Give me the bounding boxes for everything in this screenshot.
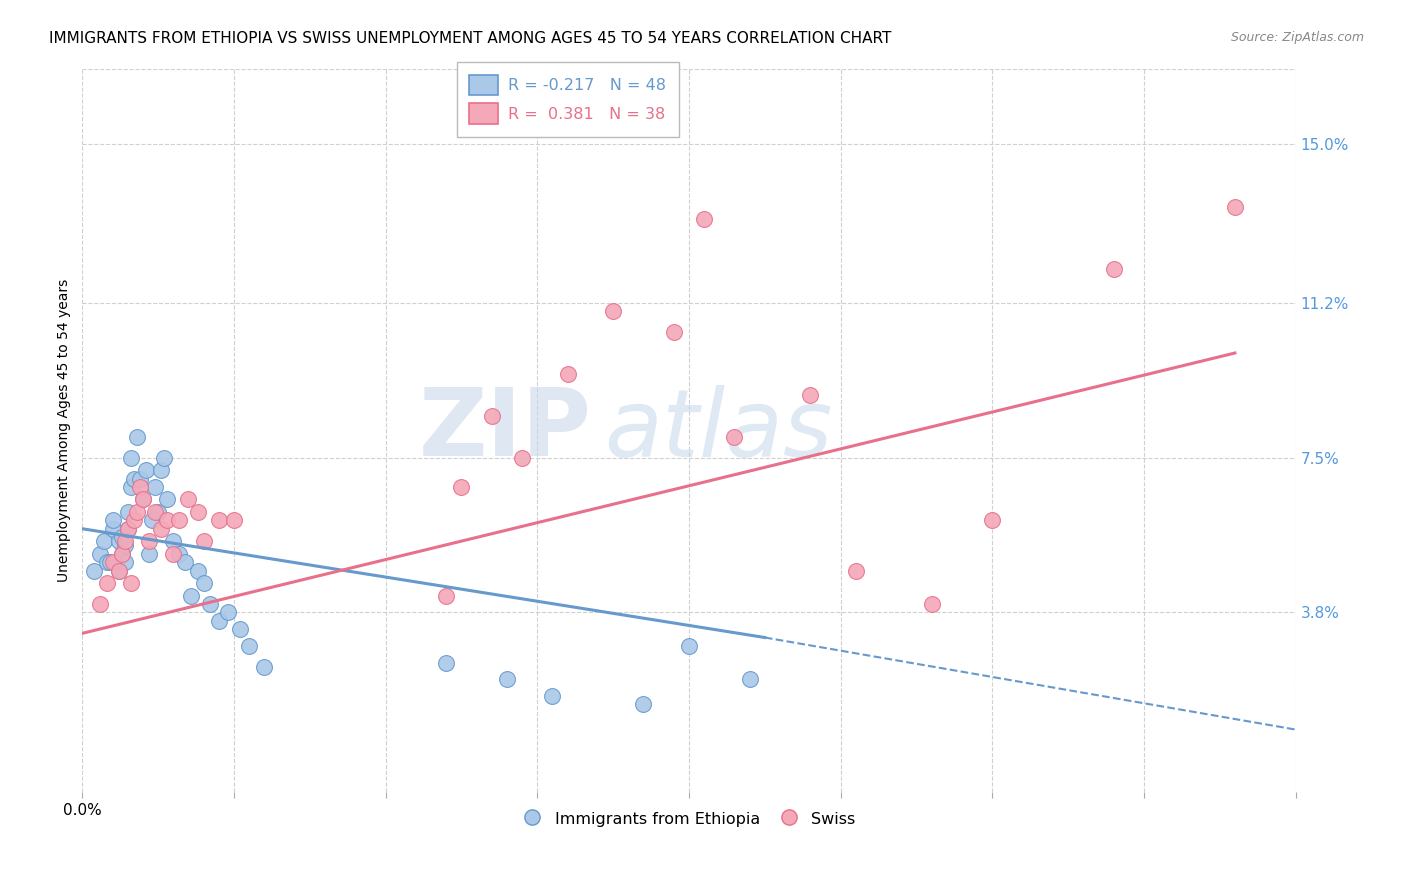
Point: [98, 555, 121, 569]
Point: [125, 430, 148, 444]
Point: [104, 555, 127, 569]
Point: [135, 463, 157, 477]
Text: ZIP: ZIP: [419, 384, 592, 476]
Point: [141, 513, 163, 527]
Point: [738, 673, 761, 687]
Point: [633, 698, 655, 712]
Point: [156, 513, 179, 527]
Point: [96, 576, 118, 591]
Point: [107, 534, 129, 549]
Text: Source: ZipAtlas.com: Source: ZipAtlas.com: [1230, 31, 1364, 45]
Point: [101, 513, 124, 527]
Point: [1102, 262, 1125, 277]
Point: [153, 450, 176, 465]
Point: [217, 606, 239, 620]
Point: [602, 304, 624, 318]
Point: [143, 505, 166, 519]
Point: [162, 547, 184, 561]
Point: [450, 480, 472, 494]
Point: [120, 480, 142, 494]
Point: [111, 547, 134, 561]
Point: [208, 513, 231, 527]
Point: [193, 576, 215, 591]
Point: [156, 492, 179, 507]
Point: [169, 547, 191, 561]
Point: [481, 409, 503, 423]
Point: [122, 471, 145, 485]
Text: atlas: atlas: [605, 385, 832, 476]
Point: [174, 555, 197, 569]
Point: [89, 597, 111, 611]
Point: [662, 325, 685, 339]
Point: [125, 505, 148, 519]
Point: [122, 513, 145, 527]
Point: [83, 564, 105, 578]
Point: [114, 539, 136, 553]
Point: [222, 513, 245, 527]
Point: [117, 522, 139, 536]
Point: [193, 534, 215, 549]
Point: [177, 492, 200, 507]
Point: [541, 689, 564, 703]
Point: [120, 450, 142, 465]
Point: [129, 471, 152, 485]
Point: [723, 430, 745, 444]
Point: [208, 614, 231, 628]
Point: [557, 367, 579, 381]
Text: IMMIGRANTS FROM ETHIOPIA VS SWISS UNEMPLOYMENT AMONG AGES 45 TO 54 YEARS CORRELA: IMMIGRANTS FROM ETHIOPIA VS SWISS UNEMPL…: [49, 31, 891, 46]
Point: [162, 534, 184, 549]
Point: [117, 505, 139, 519]
Point: [150, 463, 173, 477]
Point: [981, 513, 1004, 527]
Legend: Immigrants from Ethiopia, Swiss: Immigrants from Ethiopia, Swiss: [516, 803, 862, 835]
Point: [180, 589, 202, 603]
Point: [198, 597, 221, 611]
Point: [111, 530, 134, 544]
Point: [510, 450, 533, 465]
Point: [1223, 200, 1246, 214]
Point: [101, 555, 124, 569]
Point: [238, 639, 260, 653]
Point: [434, 589, 457, 603]
Point: [89, 547, 111, 561]
Point: [107, 564, 129, 578]
Point: [253, 660, 276, 674]
Point: [138, 547, 160, 561]
Point: [114, 555, 136, 569]
Point: [678, 639, 700, 653]
Point: [120, 576, 142, 591]
Point: [229, 622, 252, 636]
Point: [132, 492, 155, 507]
Point: [93, 534, 115, 549]
Point: [693, 212, 716, 227]
Point: [187, 505, 209, 519]
Point: [146, 505, 169, 519]
Point: [187, 564, 209, 578]
Point: [799, 388, 821, 402]
Point: [150, 522, 173, 536]
Point: [96, 555, 118, 569]
Point: [496, 673, 519, 687]
Point: [129, 480, 152, 494]
Y-axis label: Unemployment Among Ages 45 to 54 years: Unemployment Among Ages 45 to 54 years: [58, 279, 72, 582]
Point: [114, 534, 136, 549]
Point: [143, 480, 166, 494]
Point: [101, 522, 124, 536]
Point: [138, 534, 160, 549]
Point: [117, 522, 139, 536]
Point: [845, 564, 868, 578]
Point: [169, 513, 191, 527]
Point: [111, 547, 134, 561]
Point: [132, 492, 155, 507]
Point: [107, 564, 129, 578]
Point: [921, 597, 943, 611]
Point: [434, 656, 457, 670]
